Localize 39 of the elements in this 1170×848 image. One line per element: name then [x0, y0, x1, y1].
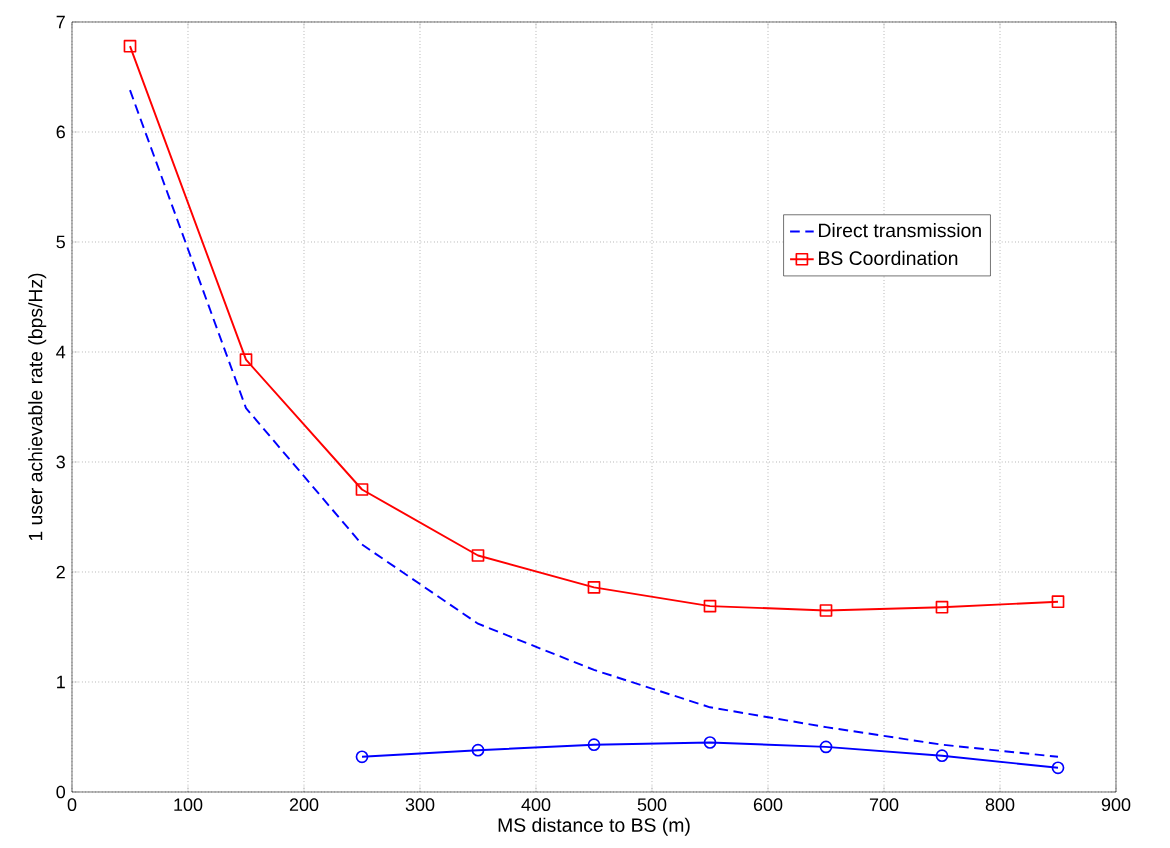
point — [1051, 595, 1065, 609]
point — [587, 581, 601, 594]
point — [587, 738, 601, 752]
point — [123, 39, 137, 53]
x-tick-label: 600 — [753, 798, 783, 812]
y-tick-label: 2 — [56, 565, 65, 579]
y-tick-label: 1 — [57, 675, 65, 689]
point — [471, 549, 485, 562]
point — [819, 740, 833, 754]
x-tick-label: 700 — [869, 798, 899, 812]
point — [239, 353, 253, 367]
point — [355, 483, 369, 496]
x-tick-label: 100 — [174, 798, 203, 812]
point — [935, 600, 949, 614]
x-tick-label: 0 — [67, 798, 77, 812]
y-tick-label: 0 — [56, 785, 66, 799]
point — [471, 743, 485, 757]
point — [703, 599, 717, 613]
x-tick-label: 800 — [985, 798, 1015, 812]
point — [819, 604, 833, 617]
point — [935, 749, 949, 763]
x-axis-title: MS distance to BS (m) — [498, 817, 690, 836]
x-tick-label: 400 — [521, 798, 551, 812]
y-tick-label: 3 — [56, 455, 65, 469]
line-series — [129, 89, 1059, 758]
y-tick-label: 7 — [56, 15, 65, 29]
x-tick-label: 200 — [289, 798, 319, 812]
legend-label: BS Coordination — [819, 250, 958, 266]
y-tick-label: 5 — [56, 235, 65, 249]
y-tick-label: 6 — [56, 125, 65, 139]
x-tick-label: 500 — [637, 798, 667, 812]
point — [355, 750, 369, 764]
point — [703, 736, 717, 749]
y-axis-title: 1 user achievable rate (bps/Hz) — [28, 273, 47, 541]
y-tick-label: 4 — [56, 345, 66, 359]
point — [1051, 761, 1065, 775]
legend-label: Direct transmission — [819, 223, 981, 238]
x-tick-label: 300 — [405, 798, 435, 812]
x-tick-label: 900 — [1101, 798, 1131, 812]
